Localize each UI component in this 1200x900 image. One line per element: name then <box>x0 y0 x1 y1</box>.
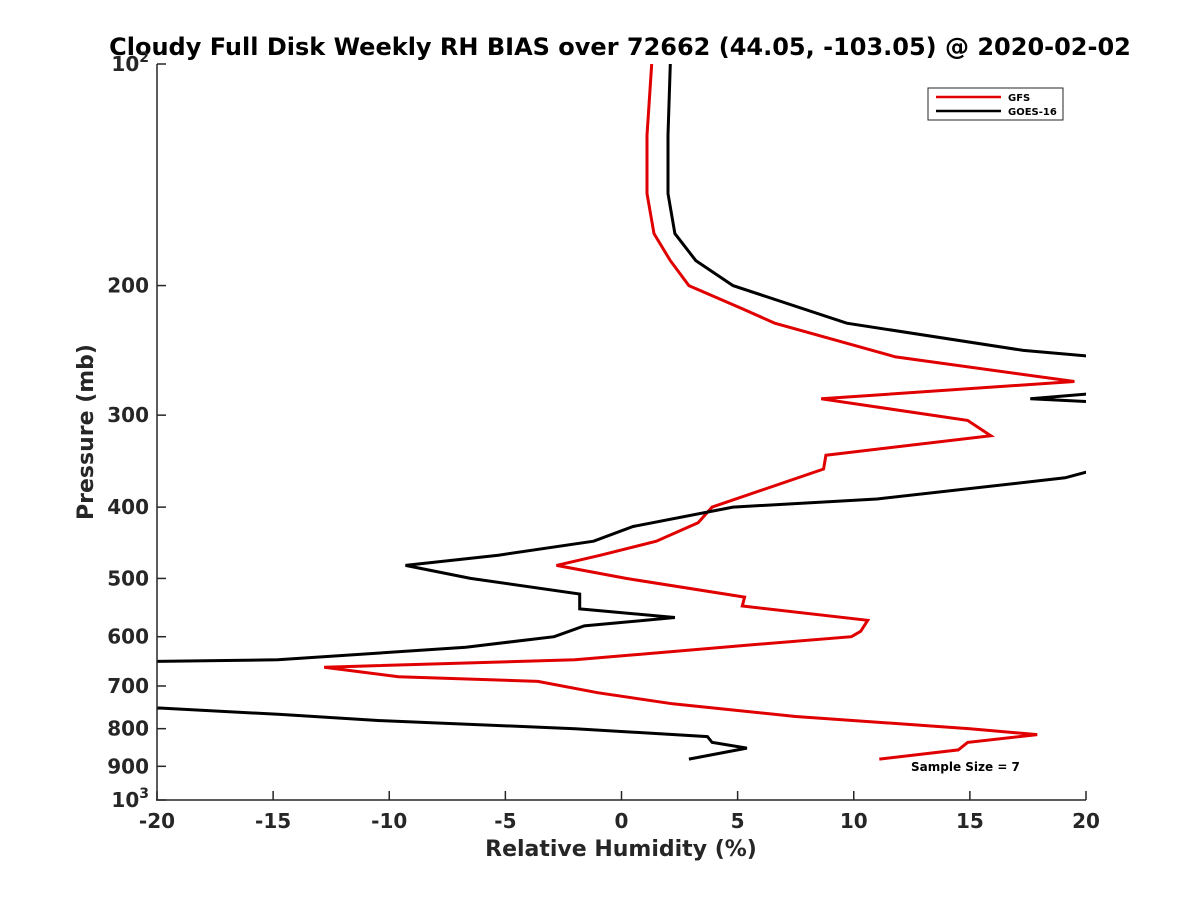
y-tick-exponent: 2 <box>139 50 149 66</box>
x-tick-label: 5 <box>731 809 745 833</box>
y-tick-label: 500 <box>107 566 149 590</box>
x-tick-label: -15 <box>255 809 291 833</box>
x-tick-label: -5 <box>494 809 516 833</box>
legend: GFS GOES-16 <box>927 87 1064 121</box>
sample-size-annotation: Sample Size = 7 <box>911 760 1020 774</box>
y-tick-label: 200 <box>107 274 149 298</box>
y-tick-label: 900 <box>107 754 149 778</box>
y-tick-label: 600 <box>107 625 149 649</box>
plot-area <box>157 64 1086 799</box>
legend-label-gfs: GFS <box>1008 93 1030 104</box>
x-ticks: -20 -15 -10 -5 0 5 10 15 20 <box>139 791 1100 833</box>
y-axis-label: Pressure (mb) <box>74 344 99 520</box>
y-tick-label: 700 <box>107 674 149 698</box>
x-tick-label: 15 <box>956 809 984 833</box>
x-tick-label: -10 <box>371 809 407 833</box>
series-group <box>157 64 1086 761</box>
x-tick-label: 0 <box>615 809 629 833</box>
series-line-gfs <box>324 64 1075 761</box>
y-tick-exponent: 3 <box>139 786 149 802</box>
y-tick-label: 102 <box>111 50 149 76</box>
y-tick-label: 300 <box>107 403 149 427</box>
x-tick-label: -20 <box>139 809 175 833</box>
series-line-goes-16 <box>157 64 1086 761</box>
legend-box <box>927 87 1064 121</box>
x-tick-label: 10 <box>840 809 868 833</box>
x-tick-label: 20 <box>1072 809 1100 833</box>
chart-title: Cloudy Full Disk Weekly RH BIAS over 726… <box>109 33 1131 61</box>
y-tick-label: 800 <box>107 717 149 741</box>
y-tick-label: 400 <box>107 495 149 519</box>
x-axis-label: Relative Humidity (%) <box>485 837 757 862</box>
legend-label-goes-16: GOES-16 <box>1008 107 1057 118</box>
